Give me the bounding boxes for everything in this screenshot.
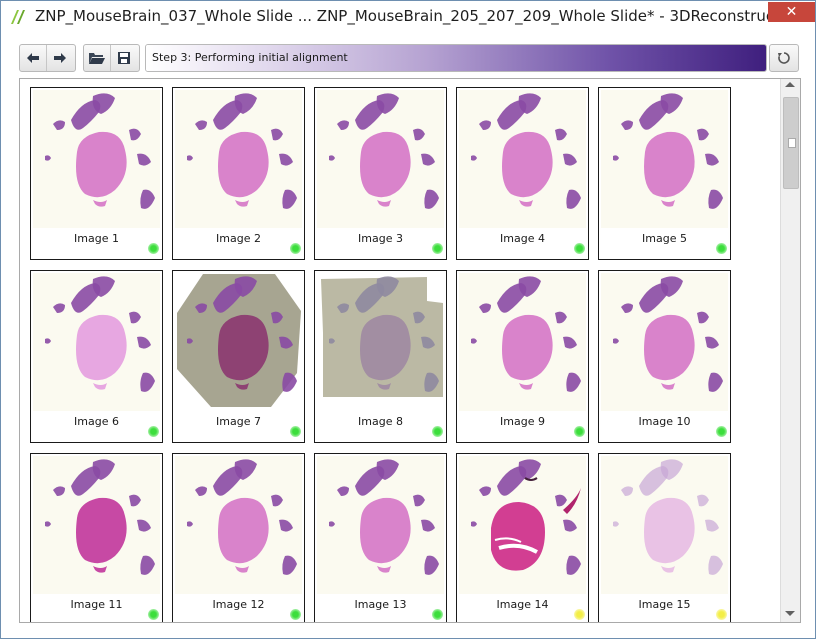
image-tile[interactable]: Image 2 xyxy=(172,87,305,260)
scroll-up-icon[interactable] xyxy=(785,82,795,87)
status-indicator-icon xyxy=(716,243,727,254)
image-label: Image 5 xyxy=(642,232,687,245)
arrow-left-icon xyxy=(27,53,39,63)
status-indicator-icon xyxy=(290,243,301,254)
status-indicator-icon xyxy=(432,609,443,620)
navigation-group xyxy=(19,44,76,72)
save-button[interactable] xyxy=(110,45,137,71)
progress-status-text: Step 3: Performing initial alignment xyxy=(152,51,348,64)
image-gallery: Image 1 Image 2 Image 3 Image 4 Image 5 Image… xyxy=(19,78,801,623)
forward-button[interactable] xyxy=(46,45,73,71)
status-indicator-icon xyxy=(716,609,727,620)
slide-thumbnail xyxy=(601,456,728,594)
slide-thumbnail xyxy=(317,90,444,228)
image-tile[interactable]: Image 14 xyxy=(456,453,589,622)
image-label: Image 11 xyxy=(70,598,123,611)
image-tile[interactable]: Image 8 xyxy=(314,270,447,443)
image-label: Image 3 xyxy=(358,232,403,245)
progress-fill xyxy=(146,45,766,71)
save-icon xyxy=(118,52,130,64)
image-label: Image 12 xyxy=(212,598,265,611)
status-indicator-icon xyxy=(432,426,443,437)
image-tile[interactable]: Image 9 xyxy=(456,270,589,443)
status-indicator-icon xyxy=(290,609,301,620)
status-indicator-icon xyxy=(574,426,585,437)
slide-thumbnail xyxy=(459,273,586,411)
close-icon: ✕ xyxy=(785,4,798,20)
status-indicator-icon xyxy=(574,609,585,620)
back-button[interactable] xyxy=(20,45,46,71)
title-bar: ZNP_MouseBrain_037_Whole Slide ... ZNP_M… xyxy=(1,1,815,34)
image-label: Image 4 xyxy=(500,232,545,245)
progress-bar: Step 3: Performing initial alignment xyxy=(145,44,767,72)
image-label: Image 6 xyxy=(74,415,119,428)
slide-thumbnail xyxy=(459,456,586,594)
image-label: Image 13 xyxy=(354,598,407,611)
slide-thumbnail xyxy=(33,456,160,594)
image-label: Image 10 xyxy=(638,415,691,428)
slide-thumbnail xyxy=(459,90,586,228)
image-tile[interactable]: Image 11 xyxy=(30,453,163,622)
status-indicator-icon xyxy=(574,243,585,254)
image-tile[interactable]: Image 12 xyxy=(172,453,305,622)
image-tile[interactable]: Image 10 xyxy=(598,270,731,443)
image-label: Image 8 xyxy=(358,415,403,428)
slide-thumbnail xyxy=(175,90,302,228)
image-label: Image 2 xyxy=(216,232,261,245)
status-indicator-icon xyxy=(716,426,727,437)
slide-thumbnail xyxy=(601,90,728,228)
open-button[interactable] xyxy=(84,45,110,71)
close-button[interactable]: ✕ xyxy=(768,2,815,22)
image-tile[interactable]: Image 4 xyxy=(456,87,589,260)
app-logo-icon xyxy=(11,10,25,24)
slide-thumbnail xyxy=(175,273,302,411)
image-label: Image 1 xyxy=(74,232,119,245)
status-indicator-icon xyxy=(432,243,443,254)
scroll-down-icon[interactable] xyxy=(785,611,795,616)
refresh-icon xyxy=(778,52,790,64)
image-tile[interactable]: Image 15 xyxy=(598,453,731,622)
toolbar: Step 3: Performing initial alignment xyxy=(19,44,799,72)
thumbnail-grid: Image 1 Image 2 Image 3 Image 4 Image 5 Image… xyxy=(30,87,731,622)
image-tile[interactable]: Image 3 xyxy=(314,87,447,260)
scroll-grip-icon xyxy=(788,138,796,148)
image-tile[interactable]: Image 13 xyxy=(314,453,447,622)
folder-open-icon xyxy=(89,53,105,64)
window-title: ZNP_MouseBrain_037_Whole Slide ... ZNP_M… xyxy=(35,7,803,25)
status-indicator-icon xyxy=(148,609,159,620)
scroll-thumb[interactable] xyxy=(783,97,799,189)
slide-thumbnail xyxy=(175,456,302,594)
refresh-button[interactable] xyxy=(769,44,799,72)
status-indicator-icon xyxy=(290,426,301,437)
arrow-right-icon xyxy=(54,53,66,63)
status-indicator-icon xyxy=(148,426,159,437)
slide-thumbnail xyxy=(317,273,444,411)
vertical-scrollbar[interactable] xyxy=(780,79,800,622)
image-tile[interactable]: Image 7 xyxy=(172,270,305,443)
image-label: Image 7 xyxy=(216,415,261,428)
image-label: Image 9 xyxy=(500,415,545,428)
image-label: Image 14 xyxy=(496,598,549,611)
image-tile[interactable]: Image 6 xyxy=(30,270,163,443)
status-indicator-icon xyxy=(148,243,159,254)
image-label: Image 15 xyxy=(638,598,691,611)
slide-thumbnail xyxy=(601,273,728,411)
slide-thumbnail xyxy=(317,456,444,594)
image-tile[interactable]: Image 1 xyxy=(30,87,163,260)
file-group xyxy=(83,44,140,72)
image-tile[interactable]: Image 5 xyxy=(598,87,731,260)
slide-thumbnail xyxy=(33,273,160,411)
slide-thumbnail xyxy=(33,90,160,228)
